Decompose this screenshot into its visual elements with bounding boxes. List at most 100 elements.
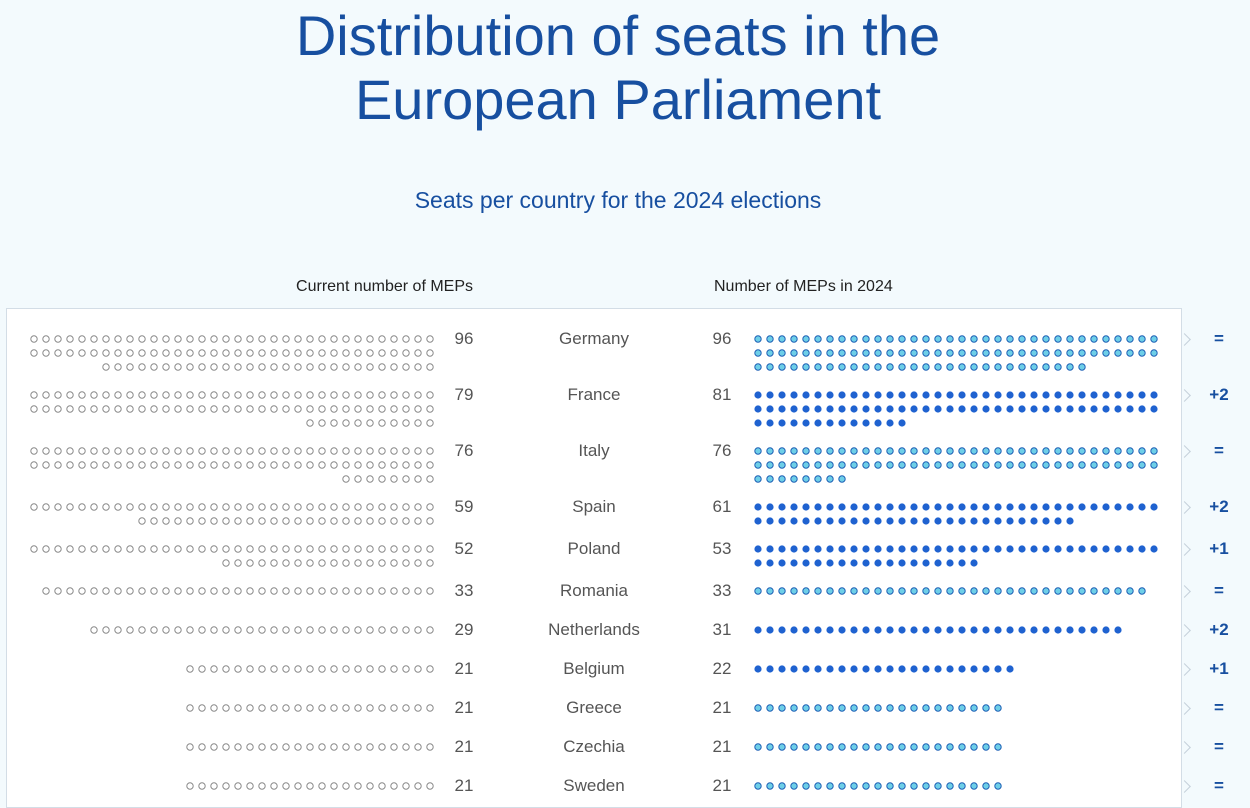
current-seat-dot [198, 587, 206, 595]
seat-2024-dot [1006, 447, 1014, 455]
current-seat-dot [258, 626, 266, 634]
seat-2024-dot [790, 587, 798, 595]
current-seat-dot [414, 559, 422, 567]
current-seat-dot [222, 743, 230, 751]
seat-2024-dot [838, 335, 846, 343]
seat-2024-dot [910, 587, 918, 595]
seat-2024-dot [754, 419, 762, 427]
current-seat-dot [138, 391, 146, 399]
seat-2024-dot [814, 587, 822, 595]
current-seat-dot [414, 447, 422, 455]
current-seat-dot [186, 545, 194, 553]
seat-2024-dot [874, 665, 882, 673]
seat-2024-dot [766, 704, 774, 712]
seat-2024-dot [898, 704, 906, 712]
current-seat-dot [318, 503, 326, 511]
seat-2024-dot [778, 704, 786, 712]
seat-2024-dot [970, 743, 978, 751]
seat-2024-dot [982, 391, 990, 399]
seat-2024-dot [994, 405, 1002, 413]
current-seat-dot [342, 419, 350, 427]
current-seat-dot [234, 461, 242, 469]
seat-2024-dot [850, 503, 858, 511]
change-label: +1 [1209, 539, 1229, 558]
current-seat-dot [342, 391, 350, 399]
current-seat-dot [294, 782, 302, 790]
seat-2024-dot [934, 335, 942, 343]
seat-2024-dot [754, 559, 762, 567]
seat-2024-dot [898, 447, 906, 455]
seat-2024-dot [934, 559, 942, 567]
seat-2024-dot [946, 704, 954, 712]
seat-2024-dot [826, 545, 834, 553]
seat-2024-dot [814, 419, 822, 427]
seat-2024-dot [790, 475, 798, 483]
seat-2024-dot [874, 559, 882, 567]
seat-2024-dot [1138, 587, 1146, 595]
current-seat-dot [186, 391, 194, 399]
seat-2024-dot [970, 349, 978, 357]
seat-2024-dot [826, 335, 834, 343]
current-seat-dot [330, 447, 338, 455]
seat-2024-dot [910, 665, 918, 673]
current-seat-dot [366, 517, 374, 525]
seat-2024-dot [982, 335, 990, 343]
seat-2024-dot [958, 461, 966, 469]
current-seat-dot [150, 587, 158, 595]
seat-2024-dot [1090, 545, 1098, 553]
seat-2024-dot [994, 391, 1002, 399]
current-seat-dot [174, 335, 182, 343]
header-current-meps: Current number of MEPs [296, 278, 473, 295]
seat-2024-dot [958, 391, 966, 399]
seat-2024-dot [970, 665, 978, 673]
seat-2024-dot [946, 545, 954, 553]
current-seat-dot [366, 782, 374, 790]
current-seat-dot [186, 405, 194, 413]
current-seat-dot [366, 447, 374, 455]
current-seat-dot [366, 626, 374, 634]
current-seat-dot [54, 545, 62, 553]
current-seat-dot [210, 447, 218, 455]
seat-2024-dot [1054, 405, 1062, 413]
current-seat-dot [414, 503, 422, 511]
seat-2024-dot [1150, 349, 1158, 357]
change-label: +2 [1209, 620, 1229, 639]
seat-2024-dot [886, 461, 894, 469]
current-seat-dot [378, 559, 386, 567]
current-seat-dot [210, 665, 218, 673]
current-seat-dot [258, 665, 266, 673]
seat-2024-dot [934, 503, 942, 511]
current-seat-dot [126, 545, 134, 553]
current-seat-dot [342, 626, 350, 634]
seat-2024-dot [1054, 391, 1062, 399]
current-seat-dot [114, 587, 122, 595]
seat-2024-dot [1042, 349, 1050, 357]
current-seat-dot [426, 782, 434, 790]
seat-2024-dot [1030, 545, 1038, 553]
current-seat-dot [222, 349, 230, 357]
seat-2024-dot [814, 704, 822, 712]
change-label: = [1214, 441, 1224, 460]
seat-2024-dot [922, 447, 930, 455]
seat-2024-dot [1006, 545, 1014, 553]
current-seat-dot [42, 503, 50, 511]
seat-2024-dot [850, 559, 858, 567]
seat-2024-dot [814, 665, 822, 673]
current-seat-dot [414, 475, 422, 483]
seat-2024-dot [766, 626, 774, 634]
current-seat-dot [246, 405, 254, 413]
current-seat-dot [198, 335, 206, 343]
change-label: +2 [1209, 497, 1229, 516]
current-seat-dot [390, 665, 398, 673]
seat-2024-dot [970, 461, 978, 469]
seat-2024-dot [1150, 545, 1158, 553]
seat-2024-dot [898, 626, 906, 634]
seat-2024-dot [1006, 349, 1014, 357]
current-seat-dot [138, 461, 146, 469]
current-seat-dot [78, 545, 86, 553]
current-seat-dot [138, 587, 146, 595]
current-seat-dot [222, 517, 230, 525]
seat-2024-dot [934, 782, 942, 790]
seat-2024-dot [766, 461, 774, 469]
current-seat-dot [198, 447, 206, 455]
